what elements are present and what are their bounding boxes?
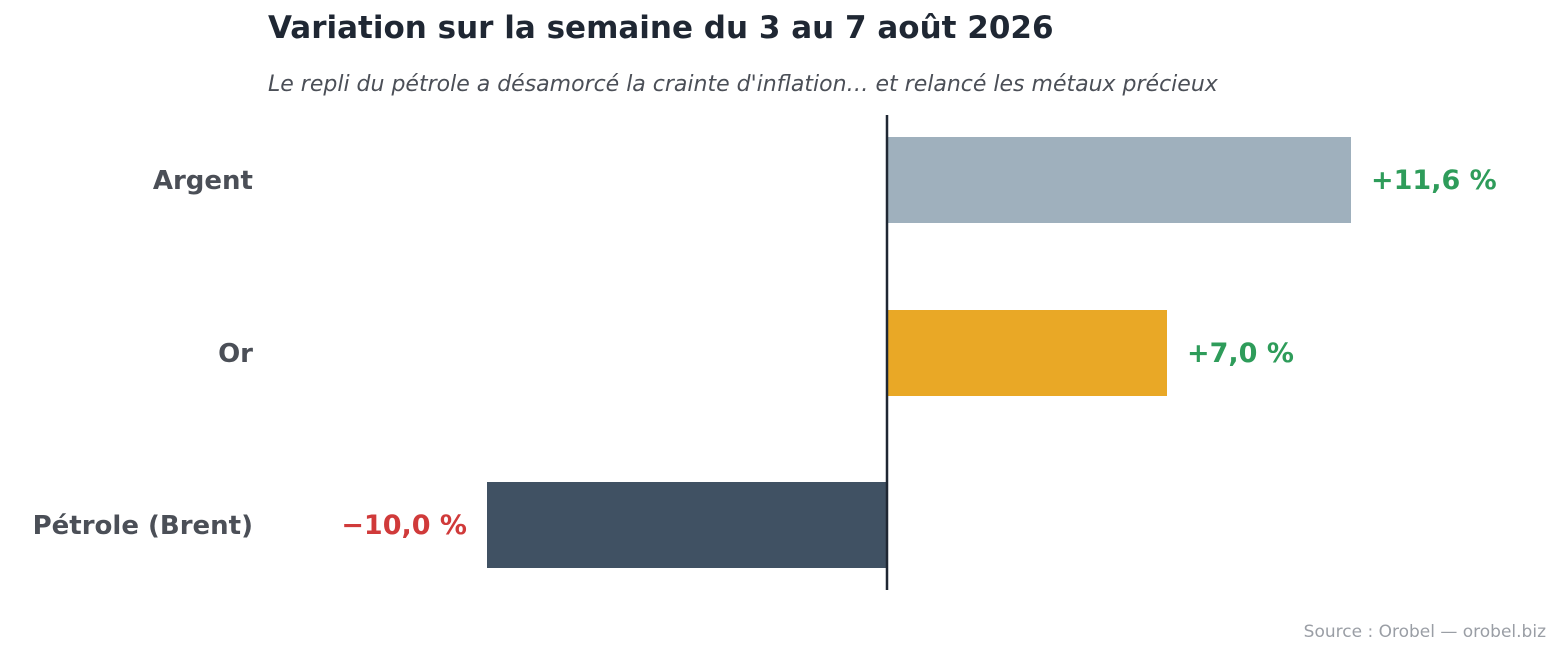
value-label-petrole-brent: −10,0 %	[341, 510, 467, 541]
category-label-argent: Argent	[153, 166, 253, 196]
source-note: Source : Orobel — orobel.biz	[1303, 622, 1546, 642]
chart-subtitle: Le repli du pétrole a désamorcé la crain…	[268, 72, 1218, 97]
category-label-petrole-brent: Pétrole (Brent)	[33, 511, 253, 541]
chart-title: Variation sur la semaine du 3 au 7 août …	[268, 10, 1054, 46]
category-label-or: Or	[218, 339, 253, 369]
bar-or	[887, 310, 1167, 396]
value-label-or: +7,0 %	[1187, 338, 1294, 369]
value-label-argent: +11,6 %	[1371, 165, 1497, 196]
bar-petrole-brent	[487, 482, 887, 568]
bar-argent	[887, 137, 1351, 223]
